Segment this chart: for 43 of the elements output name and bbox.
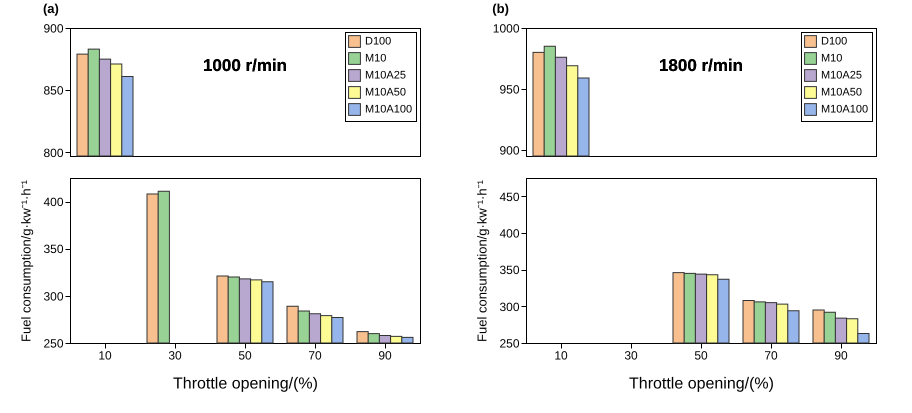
y-tick-label: 300 (43, 289, 64, 304)
legend-label: M10A50 (365, 86, 406, 98)
x-tick-label: 90 (378, 348, 392, 362)
y-tick-label: 300 (499, 300, 520, 314)
x-tick-label: 70 (308, 348, 322, 362)
x-tick-label: 50 (238, 348, 252, 362)
x-tick-label: 30 (168, 348, 182, 362)
y-tick-label: 400 (43, 195, 64, 210)
annotation: 1800 r/min (658, 56, 744, 75)
y-tick-label: 350 (43, 242, 64, 256)
y-axis-title: Fuel consumption/g·kw⁻¹·h⁻¹ (18, 179, 34, 342)
y-tick-label: 900 (499, 143, 520, 158)
legend-label: D100 (365, 36, 392, 48)
y-tick-label: 900 (43, 22, 64, 36)
y-tick-label: 450 (499, 190, 520, 204)
y-tick-label: 1000 (492, 22, 520, 36)
y-tick-label: 250 (43, 336, 64, 350)
x-tick-label: 50 (694, 348, 708, 362)
x-tick-label: 90 (834, 348, 848, 362)
y-tick-label: 800 (43, 146, 64, 160)
legend-label: M10 (821, 52, 842, 64)
x-axis-title: Throttle opening/(%) (629, 376, 774, 392)
annotation: 1000 r/min (202, 56, 288, 75)
legend-label: M10A25 (365, 70, 406, 82)
legend-label: M10A100 (365, 104, 412, 116)
chart-title: (a) (42, 1, 59, 16)
chart-title: (b) (492, 1, 509, 16)
x-tick-label: 10 (554, 348, 568, 362)
y-tick-label: 250 (499, 336, 520, 350)
y-tick-label: 400 (499, 226, 520, 240)
x-tick-label: 70 (764, 348, 778, 362)
y-tick-label: 350 (499, 263, 520, 278)
y-tick-label: 950 (499, 82, 520, 96)
x-tick-label: 10 (98, 348, 112, 362)
x-axis-title: Throttle opening/(%) (173, 376, 318, 392)
x-tick-label: 30 (624, 348, 638, 362)
legend-label: M10A25 (821, 70, 862, 82)
legend-label: D100 (821, 36, 848, 48)
legend-label: M10A100 (821, 104, 868, 116)
legend-label: M10 (365, 52, 386, 64)
y-axis-title: Fuel consumption/g·kw⁻¹·h⁻¹ (474, 179, 490, 342)
legend-label: M10A50 (821, 86, 862, 98)
y-tick-label: 850 (43, 84, 64, 98)
